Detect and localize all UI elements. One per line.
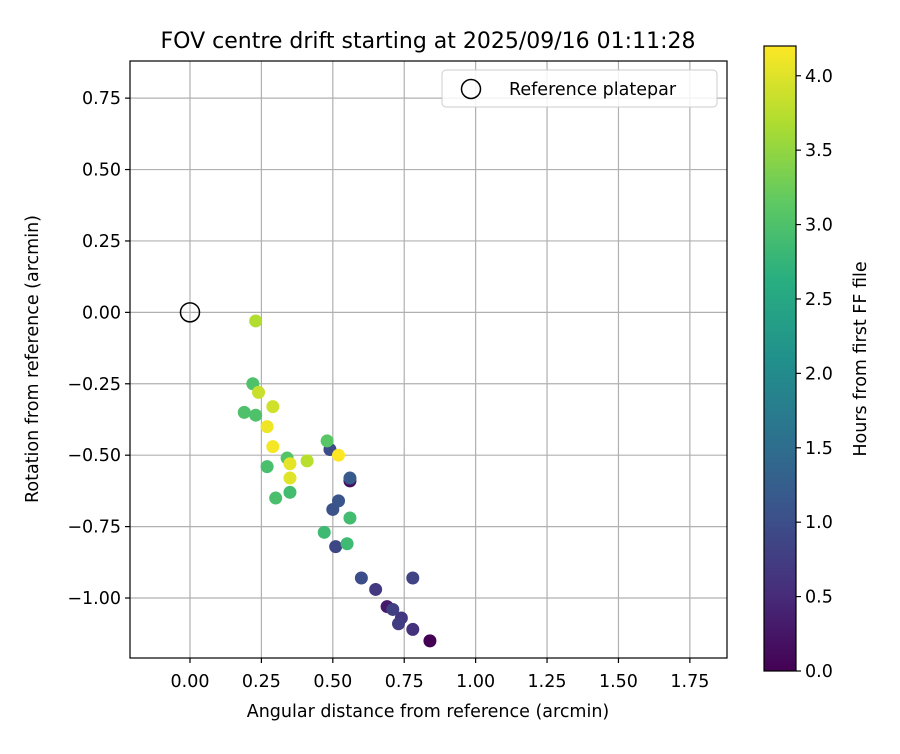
legend: Reference platepar — [441, 69, 718, 108]
data-point — [252, 385, 266, 399]
data-point — [237, 405, 251, 419]
data-point — [329, 540, 343, 554]
chart-title: FOV centre drift starting at 2025/09/16 … — [161, 29, 696, 54]
data-point — [332, 494, 346, 508]
x-axis-ticks: 0.00 0.25 0.50 0.75 1.00 1.25 1.50 1.75 — [171, 658, 709, 692]
x-tick-label: 1.00 — [456, 672, 495, 692]
data-point — [317, 525, 331, 539]
data-point — [249, 408, 263, 422]
data-point — [406, 622, 420, 636]
reference-point-marker — [179, 302, 201, 323]
axes-frame — [129, 60, 728, 659]
data-point — [283, 457, 297, 471]
colorbar-tick-label: 3.5 — [805, 141, 833, 161]
y-tick-label: −1.00 — [67, 589, 121, 609]
data-point — [392, 617, 406, 631]
data-point — [423, 634, 437, 648]
grid-lines — [130, 61, 727, 658]
data-point — [320, 434, 334, 448]
data-point — [260, 420, 274, 434]
data-point — [369, 582, 383, 596]
colorbar-tick-label: 0.0 — [805, 662, 833, 682]
data-point — [283, 485, 297, 499]
colorbar-label: Hours from first FF file — [851, 261, 871, 456]
colorbar-tick-label: 2.0 — [805, 364, 833, 384]
x-axis-label: Angular distance from reference (arcmin) — [247, 702, 610, 722]
y-axis-label: Rotation from reference (arcmin) — [23, 215, 43, 503]
data-point — [354, 571, 368, 585]
x-tick-label: 1.25 — [528, 672, 567, 692]
data-point — [300, 454, 314, 468]
data-point — [340, 537, 354, 551]
colorbar-tick-label: 4.0 — [805, 67, 833, 87]
colorbar-ticks: 0.0 0.5 1.0 1.5 2.0 2.5 3.0 3.5 4.0 — [796, 67, 833, 682]
y-tick-label: −0.50 — [67, 446, 121, 466]
legend-marker-icon — [460, 78, 482, 100]
data-point — [406, 571, 420, 585]
data-point — [260, 460, 274, 474]
data-point — [283, 471, 297, 485]
legend-label: Reference platepar — [509, 80, 677, 100]
y-axis-ticks: 0.75 0.50 0.25 0.00 −0.25 −0.50 −0.75 −1.00 — [67, 89, 130, 609]
x-tick-label: 0.75 — [385, 672, 424, 692]
colorbar-gradient — [763, 45, 797, 672]
legend-box — [441, 69, 718, 108]
x-tick-label: 0.25 — [242, 672, 281, 692]
x-tick-label: 1.75 — [670, 672, 709, 692]
x-tick-label: 1.50 — [599, 672, 638, 692]
y-tick-label: 0.75 — [82, 89, 121, 109]
x-tick-label: 0.00 — [171, 672, 210, 692]
data-point — [269, 491, 283, 505]
colorbar-tick-label: 0.5 — [805, 588, 833, 608]
colorbar-tick-label: 2.5 — [805, 290, 833, 310]
data-point — [266, 400, 280, 414]
colorbar-tick-label: 3.0 — [805, 216, 833, 236]
y-tick-label: 0.25 — [82, 232, 121, 252]
x-tick-label: 0.50 — [313, 672, 352, 692]
data-point — [386, 602, 400, 616]
y-tick-label: −0.75 — [67, 518, 121, 538]
data-point — [266, 440, 280, 454]
data-points — [179, 302, 437, 648]
data-point — [249, 314, 263, 328]
data-point — [343, 471, 357, 485]
y-tick-label: 0.50 — [82, 161, 121, 181]
colorbar-tick-label: 1.0 — [805, 513, 833, 533]
colorbar-tick-label: 1.5 — [805, 439, 833, 459]
y-tick-label: 0.00 — [82, 303, 121, 323]
data-point — [343, 511, 357, 525]
colorbar: 0.0 0.5 1.0 1.5 2.0 2.5 3.0 3.5 4.0 Hours from f… — [763, 45, 871, 682]
data-point — [332, 448, 346, 462]
y-tick-label: −0.25 — [67, 375, 121, 395]
